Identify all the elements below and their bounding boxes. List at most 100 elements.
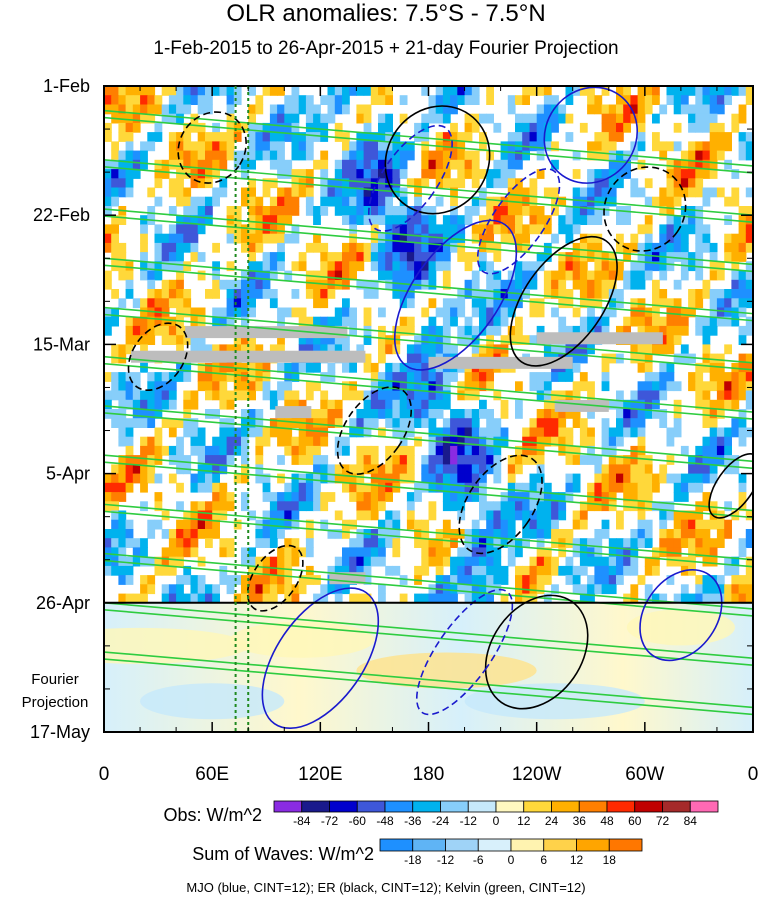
heatmap-cell: [637, 95, 646, 105]
heatmap-cell: [688, 473, 696, 484]
heatmap-cell: [529, 427, 538, 438]
heatmap-cell: [637, 381, 646, 392]
heatmap-cell: [457, 215, 466, 225]
heatmap-cell: [630, 399, 639, 410]
heatmap-cell: [197, 307, 206, 318]
heatmap-cell: [190, 538, 199, 548]
heatmap-cell: [205, 445, 213, 456]
heatmap-cell: [219, 492, 228, 502]
heatmap-cell: [428, 316, 437, 327]
heatmap-cell: [421, 353, 430, 364]
heatmap-cell: [471, 565, 480, 576]
heatmap-cell: [147, 519, 156, 530]
heatmap-cell: [637, 473, 646, 484]
heatmap-cell: [349, 565, 357, 576]
heatmap-cell: [421, 132, 430, 142]
heatmap-cell: [183, 510, 192, 521]
waves-colorbar-level: -12: [437, 853, 455, 867]
heatmap-cell: [363, 122, 372, 133]
heatmap-cell: [442, 482, 451, 493]
heatmap-cell: [421, 399, 430, 410]
heatmap-cell: [111, 372, 119, 382]
heatmap-cell: [248, 510, 256, 521]
heatmap-cell: [594, 584, 603, 595]
heatmap-cell: [176, 482, 184, 493]
heatmap-cell: [233, 335, 242, 345]
heatmap-cell: [118, 150, 127, 161]
heatmap-cell: [731, 86, 740, 96]
heatmap-cell: [356, 178, 365, 189]
heatmap-cell: [565, 409, 574, 419]
heatmap-cell: [442, 593, 451, 604]
heatmap-cell: [255, 141, 264, 152]
heatmap-cell: [190, 122, 199, 133]
heatmap-cell: [486, 584, 494, 595]
heatmap-cell: [500, 298, 509, 309]
heatmap-cell: [688, 381, 696, 392]
heatmap-cell: [637, 132, 646, 142]
heatmap-cell: [594, 455, 603, 465]
heatmap-cell: [652, 316, 660, 327]
heatmap-cell: [190, 224, 199, 235]
heatmap-cell: [284, 95, 293, 105]
heatmap-cell: [442, 298, 451, 309]
heatmap-cell: [154, 445, 163, 456]
heatmap-cell: [421, 455, 430, 465]
heatmap-cell: [479, 169, 487, 179]
heatmap-cell: [147, 270, 156, 281]
heatmap-cell: [305, 390, 314, 401]
heatmap-cell: [565, 298, 574, 309]
heatmap-cell: [313, 242, 321, 253]
heatmap-cell: [616, 418, 624, 428]
heatmap-cell: [601, 556, 610, 567]
heatmap-cell: [637, 344, 646, 355]
heatmap-cell: [370, 95, 379, 105]
heatmap-cell: [176, 279, 184, 290]
heatmap-cell: [305, 141, 314, 152]
heatmap-cell: [428, 169, 437, 179]
heatmap-cell: [565, 252, 574, 262]
heatmap-cell: [745, 95, 753, 105]
heatmap-cell: [637, 427, 646, 438]
heatmap-cell: [579, 289, 588, 299]
heatmap-cell: [680, 593, 689, 604]
heatmap-cell: [334, 86, 343, 96]
heatmap-cell: [442, 279, 451, 290]
heatmap-cell: [313, 381, 321, 392]
heatmap-cell: [551, 427, 559, 438]
heatmap-cell: [486, 270, 494, 281]
heatmap-cell: [471, 289, 480, 299]
heatmap-cell: [637, 492, 646, 502]
heatmap-cell: [594, 556, 603, 567]
heatmap-cell: [565, 482, 574, 493]
heatmap-cell: [652, 381, 660, 392]
heatmap-cell: [680, 242, 689, 253]
heatmap-cell: [118, 104, 127, 115]
heatmap-cell: [652, 279, 660, 290]
heatmap-cell: [363, 593, 372, 604]
heatmap-cell: [630, 547, 639, 558]
heatmap-cell: [277, 242, 285, 253]
heatmap-cell: [212, 86, 220, 96]
heatmap-cell: [111, 178, 119, 189]
heatmap-cell: [486, 501, 494, 512]
heatmap-cell: [154, 270, 163, 281]
heatmap-cell: [724, 307, 732, 318]
heatmap-cell: [724, 565, 732, 576]
heatmap-cell: [579, 325, 588, 336]
heatmap-cell: [147, 584, 156, 595]
heatmap-cell: [543, 104, 552, 115]
kelvin-contour: [104, 412, 753, 470]
heatmap-cell: [507, 455, 516, 465]
heatmap-cell: [291, 86, 300, 96]
heatmap-cell: [529, 381, 538, 392]
mjo-contour: [393, 219, 518, 371]
heatmap-cell: [176, 307, 184, 318]
heatmap-cell: [147, 298, 156, 309]
heatmap-cell: [471, 122, 480, 133]
heatmap-cell: [277, 335, 285, 345]
heatmap-cell: [132, 122, 141, 133]
heatmap-cell: [709, 298, 718, 309]
heatmap-cell: [442, 150, 451, 161]
waves-colorbar-swatch: [510, 838, 545, 852]
